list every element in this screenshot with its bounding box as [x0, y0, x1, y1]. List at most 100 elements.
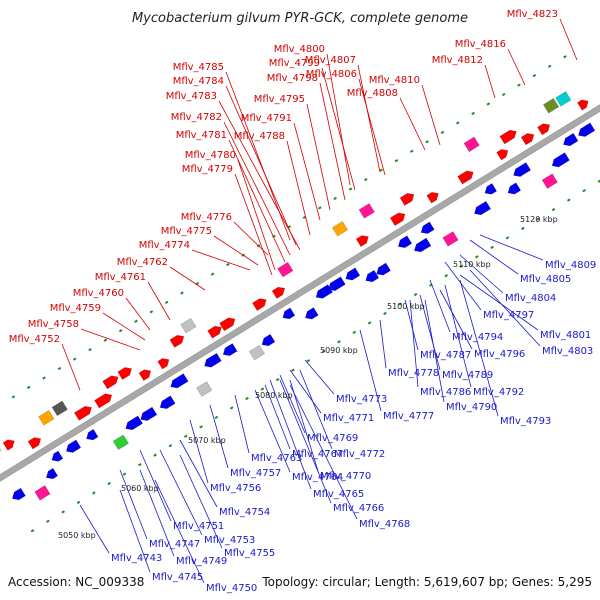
scale-dot — [199, 425, 203, 429]
reverse-gene-label: Mflv_4771 — [323, 413, 374, 424]
reverse-gene-label: Mflv_4750 — [206, 583, 257, 594]
forward-gene-label: Mflv_4761 — [95, 272, 146, 283]
forward-gene — [27, 437, 42, 450]
scale-dot — [46, 519, 50, 523]
forward-gene-label: Mflv_4774 — [139, 240, 190, 251]
forward-gene-label: Mflv_4810 — [369, 75, 420, 86]
scale-dot — [337, 340, 341, 344]
scale-dot — [348, 187, 353, 191]
scale-dot — [149, 310, 154, 314]
reverse-gene-label: Mflv_4796 — [474, 349, 525, 360]
scale-dot — [214, 415, 219, 420]
scale-dot — [260, 387, 265, 391]
scale-dot — [444, 274, 449, 278]
forward-gene-label: Mflv_4785 — [173, 62, 224, 73]
reverse-gene-label: Mflv_4792 — [473, 387, 524, 398]
reverse-gene-label: Mflv_4753 — [204, 535, 255, 546]
reverse-gene — [45, 467, 59, 480]
reverse-gene-label: Mflv_4766 — [333, 503, 384, 514]
reverse-gene — [305, 307, 319, 320]
reverse-gene — [376, 262, 391, 276]
forward-gene-box — [358, 203, 375, 219]
scale-dot — [398, 302, 403, 306]
scale-dot — [92, 491, 96, 495]
reverse-gene-box — [196, 381, 213, 397]
forward-gene — [499, 129, 517, 145]
scale-dot — [394, 159, 399, 163]
scale-dot — [291, 368, 295, 372]
scale-dot — [459, 264, 464, 268]
scale-dot — [352, 330, 357, 335]
forward-gene-label: Mflv_4800 — [274, 44, 325, 55]
kbp-scale: 5050 kbp 5060 kbp 5070 kbp 5080 kbp 5090 kbp… — [58, 215, 558, 540]
label-leaders — [61, 18, 578, 584]
forward-gene-box — [331, 221, 349, 237]
reverse-gene-label: Mflv_4786 — [420, 387, 471, 398]
scale-dot — [582, 189, 586, 193]
forward-gene-label: Mflv_4759 — [50, 303, 101, 314]
reverse-gene-label: Mflv_4747 — [149, 539, 200, 550]
forward-gene-label: Mflv_4758 — [28, 319, 79, 330]
reverse-gene — [51, 450, 64, 462]
scale-dot — [107, 481, 111, 486]
scale-dot — [517, 83, 521, 87]
reverse-gene — [222, 343, 238, 356]
forward-gene-box — [555, 91, 572, 107]
reverse-gene-label: Mflv_4809 — [545, 260, 596, 271]
scale-dot — [597, 179, 600, 183]
scale-dot — [486, 102, 491, 106]
scale-dot — [180, 291, 184, 295]
kbp-tick-label: 5050 kbp — [58, 531, 96, 540]
forward-gene — [102, 375, 119, 390]
forward-gene-label: Mflv_4807 — [305, 55, 356, 66]
reverse-gene-box — [442, 231, 459, 247]
scale-dot — [275, 377, 280, 382]
scale-dot — [72, 357, 77, 361]
reverse-gene-label: Mflv_4763 — [251, 453, 302, 464]
forward-gene-label: Mflv_4816 — [455, 39, 506, 50]
kbp-tick-label: 5100 kbp — [387, 302, 425, 311]
forward-gene-label: Mflv_4798 — [267, 73, 318, 84]
reverse-gene-label: Mflv_4793 — [500, 416, 551, 427]
reverse-gene-label: Mflv_4801 — [540, 330, 591, 341]
reverse-gene-label: Mflv_4778 — [388, 368, 439, 379]
forward-gene-label: Mflv_4781 — [176, 130, 227, 141]
forward-gene-label: Mflv_4823 — [507, 9, 558, 20]
forward-gene — [577, 99, 589, 111]
backbone-bar — [0, 104, 600, 482]
forward-gene — [399, 193, 415, 206]
reverse-gene-label: Mflv_4755 — [224, 548, 275, 559]
reverse-gene-label: Mflv_4777 — [383, 411, 434, 422]
forward-gene-label: Mflv_4775 — [161, 226, 212, 237]
forward-gene — [73, 405, 92, 421]
topology-text: Topology: circular; Length: 5,619,607 bp… — [261, 575, 592, 589]
forward-gene-box — [277, 261, 294, 278]
scale-dot — [229, 406, 234, 410]
scale-dot — [57, 366, 62, 371]
reverse-gene — [397, 235, 413, 248]
forward-gene — [271, 286, 286, 299]
scale-dot — [226, 262, 230, 267]
forward-gene-label: Mflv_4806 — [306, 69, 357, 80]
forward-gene-label: Mflv_4808 — [347, 88, 398, 99]
scale-dot — [137, 462, 142, 467]
forward-gene — [355, 235, 369, 248]
forward-gene-box — [38, 410, 55, 426]
reverse-gene — [170, 373, 189, 389]
forward-gene-label: Mflv_4762 — [117, 257, 168, 268]
forward-gene-label: Mflv_4791 — [241, 113, 292, 124]
reverse-gene-label: Mflv_4772 — [334, 449, 385, 460]
reverse-gene-label: Mflv_4754 — [219, 507, 270, 518]
scale-dot — [367, 321, 372, 325]
reverse-gene-label: Mflv_4743 — [111, 553, 162, 564]
reverse-gene-label: Mflv_4756 — [210, 483, 261, 494]
reverse-gene — [563, 132, 579, 147]
scale-dot — [475, 255, 479, 259]
forward-gene-box — [51, 400, 68, 417]
genome-backbone — [0, 104, 600, 482]
scale-dot — [547, 64, 552, 68]
genome-title: Mycobacterium gilvum PYR-GCK, complete g… — [132, 11, 468, 26]
kbp-tick-label: 5080 kbp — [255, 391, 293, 400]
reverse-gene — [484, 183, 498, 195]
